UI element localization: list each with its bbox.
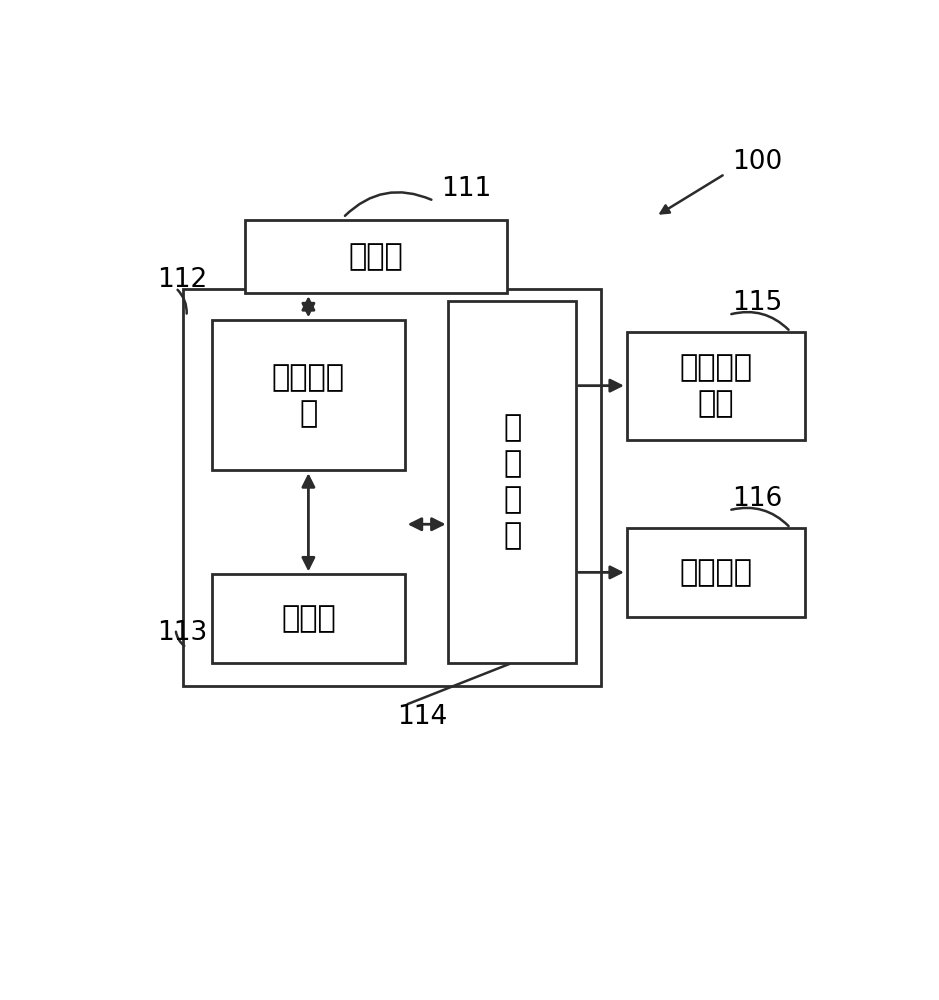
Bar	[449, 301, 576, 663]
Text: 112: 112	[158, 267, 208, 293]
Bar	[212, 574, 405, 663]
Bar	[183, 289, 601, 686]
Text: 113: 113	[158, 620, 208, 646]
Text: 100: 100	[732, 149, 782, 175]
Text: 115: 115	[732, 290, 782, 316]
Text: 存储控制
器: 存储控制 器	[272, 363, 345, 428]
Text: 外
设
接
口: 外 设 接 口	[503, 414, 521, 550]
Text: 处理器: 处理器	[281, 604, 336, 633]
Bar	[212, 320, 405, 470]
Bar	[627, 332, 805, 440]
Text: 存储器: 存储器	[348, 242, 403, 271]
Bar	[627, 528, 805, 617]
Text: 116: 116	[732, 486, 782, 512]
Bar	[245, 220, 507, 293]
Text: 111: 111	[441, 176, 491, 202]
Text: 输入输出
单元: 输入输出 单元	[680, 353, 752, 418]
Text: 114: 114	[397, 704, 448, 730]
Text: 显示单元: 显示单元	[680, 558, 752, 587]
